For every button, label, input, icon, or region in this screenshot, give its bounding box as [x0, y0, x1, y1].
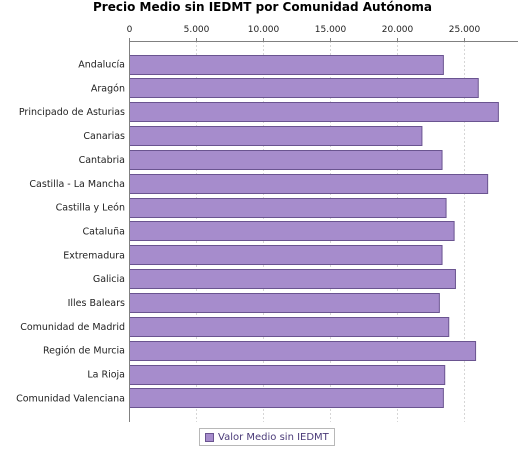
category-label: La Rioja — [87, 370, 125, 381]
bar — [129, 55, 444, 75]
bar — [129, 126, 423, 146]
chart-title: Precio Medio sin IEDMT por Comunidad Aut… — [93, 0, 432, 14]
category-label: Castilla y León — [56, 203, 125, 214]
category-label: Aragón — [91, 83, 125, 94]
category-label: Illes Balears — [68, 298, 125, 309]
bar — [129, 102, 499, 122]
bar — [129, 78, 479, 98]
legend-label: Valor Medio sin IEDMT — [218, 431, 329, 443]
x-tick-label: 25.000 — [449, 25, 481, 35]
axes — [129, 41, 518, 422]
bar — [129, 293, 440, 313]
category-label: Cataluña — [82, 226, 125, 237]
x-tick-label: 5.000 — [184, 25, 210, 35]
bar — [129, 317, 450, 337]
bar — [129, 198, 447, 218]
bar — [129, 150, 443, 170]
category-label: Comunidad Valenciana — [16, 393, 125, 404]
category-label: Canarias — [83, 131, 125, 142]
bars — [129, 55, 499, 408]
category-label: Principado de Asturias — [19, 107, 125, 118]
bar — [129, 365, 446, 385]
category-label: Región de Murcia — [43, 346, 125, 357]
category-label: Castilla - La Mancha — [29, 179, 125, 190]
category-label: Comunidad de Madrid — [20, 322, 125, 333]
category-labels: Andalucía Aragón Principado de Asturias Can… — [16, 60, 125, 405]
bar — [129, 269, 456, 289]
bar — [129, 174, 489, 194]
category-label: Galicia — [93, 274, 125, 285]
bar — [129, 245, 443, 265]
category-label: Cantabria — [79, 155, 125, 166]
x-tick-label: 0 — [127, 25, 133, 35]
bar — [129, 341, 477, 361]
legend: Valor Medio sin IEDMT — [199, 428, 335, 446]
x-axis-ticks: 0 5.000 10.000 15.000 20.000 25.000 — [127, 25, 481, 41]
category-label: Extremadura — [63, 250, 125, 261]
bar — [129, 388, 444, 408]
legend-swatch — [205, 432, 214, 442]
category-label: Andalucía — [78, 60, 125, 71]
x-tick-label: 15.000 — [315, 25, 347, 35]
x-tick-label: 20.000 — [382, 25, 414, 35]
x-tick-label: 10.000 — [248, 25, 280, 35]
bar — [129, 221, 455, 241]
